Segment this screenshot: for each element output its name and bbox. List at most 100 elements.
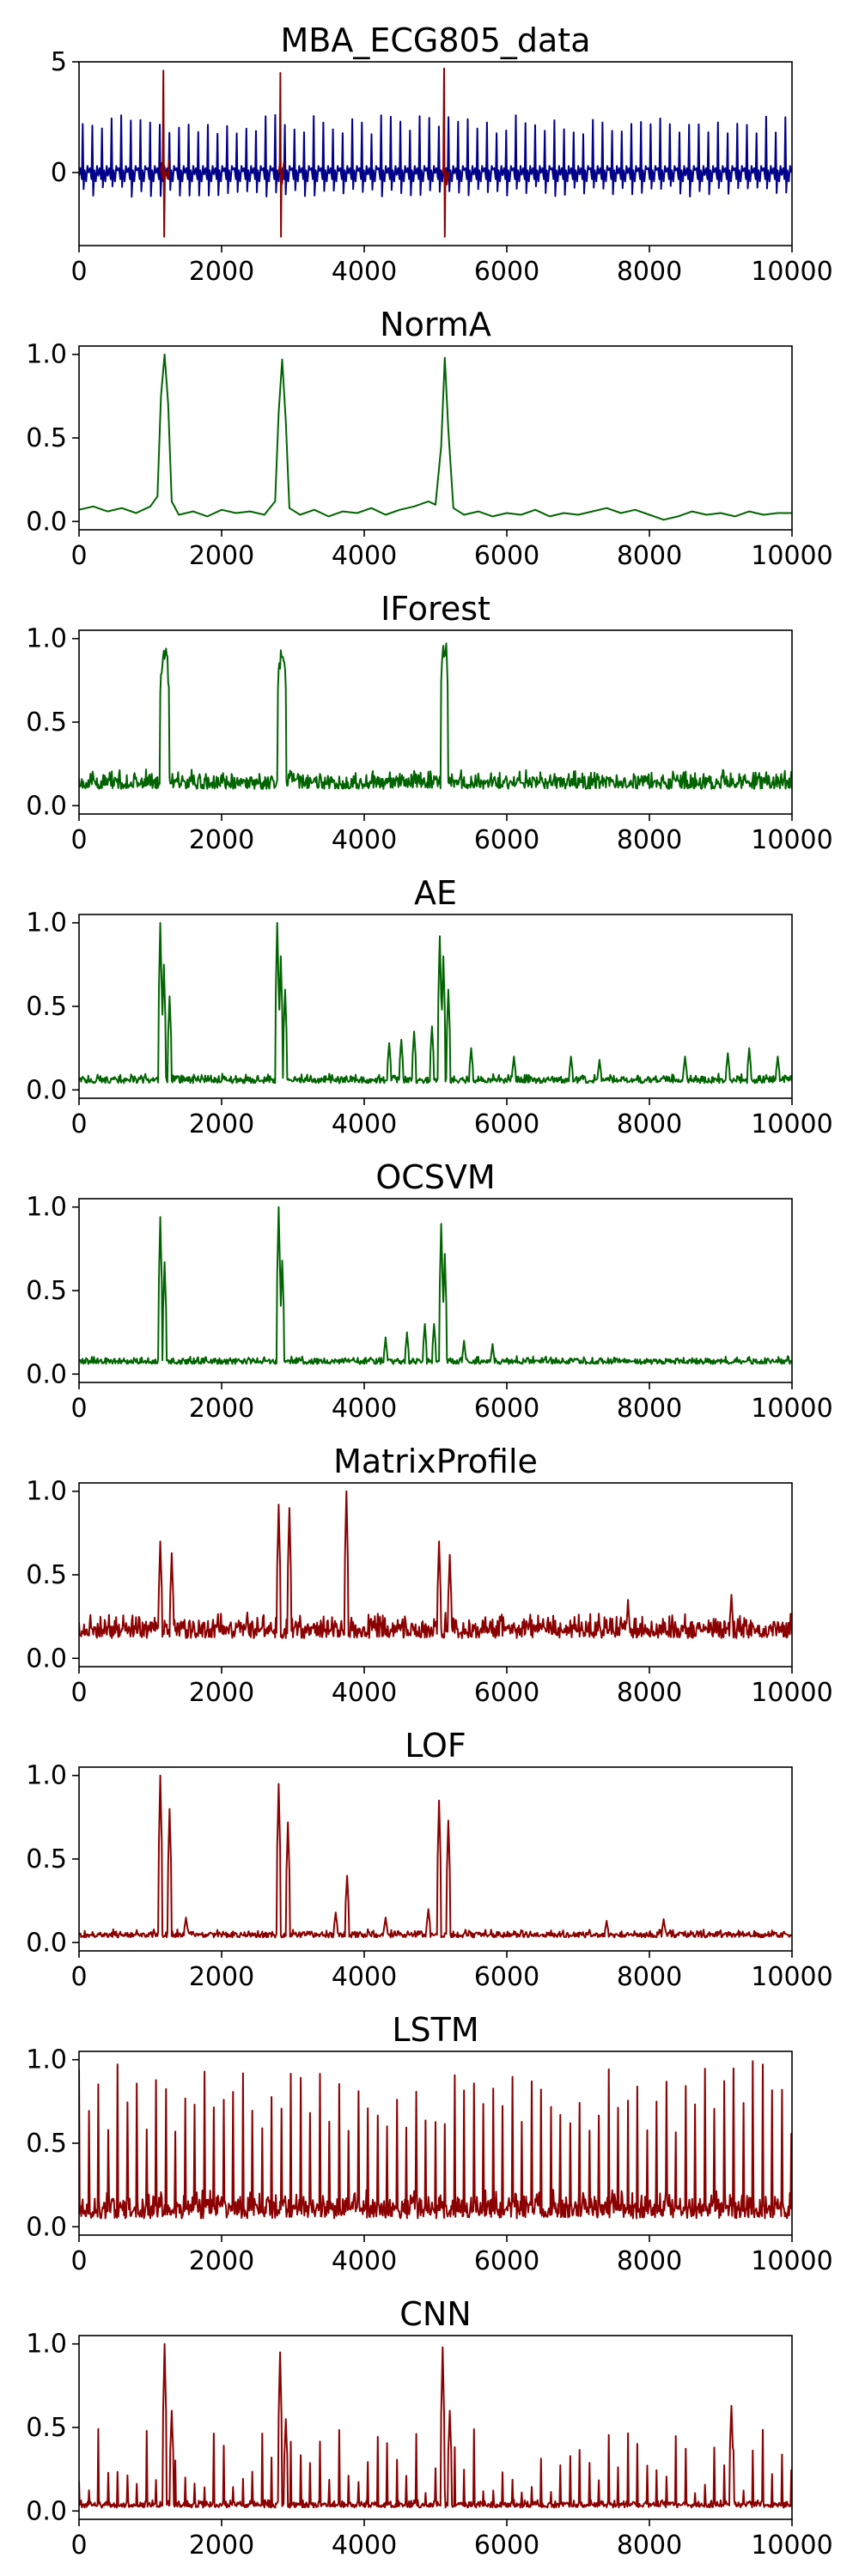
x-tick-label: 10000 — [751, 2530, 832, 2561]
panel-lstm: LSTM 0 2000 4000 6000 8000 10000 1.0 0.5 0.0 — [26, 2011, 832, 2276]
x-tick-label: 0 — [70, 2530, 87, 2561]
x-tick-label: 4000 — [332, 1962, 397, 1992]
y-tick-label: 0.5 — [26, 423, 67, 453]
x-tick-label: 4000 — [332, 825, 397, 855]
x-tick-label: 6000 — [474, 2246, 539, 2276]
y-tick-label: 0.0 — [26, 507, 67, 537]
panel-title: AE — [414, 874, 457, 912]
y-tick-label: 0 — [51, 158, 67, 188]
x-tick-label: 6000 — [474, 541, 539, 571]
y-tick-label: 0.5 — [26, 992, 67, 1022]
score-line — [79, 1774, 792, 1939]
x-tick-label: 6000 — [474, 1962, 539, 1992]
x-tick-label: 10000 — [751, 1678, 832, 1708]
panel-title: CNN — [399, 2295, 471, 2333]
x-tick-label: 4000 — [332, 2246, 397, 2276]
x-tick-label: 4000 — [332, 2530, 397, 2561]
score-line — [79, 353, 792, 521]
x-tick-label: 10000 — [751, 1109, 832, 1139]
y-tick-label: 5 — [51, 47, 67, 77]
panel-title: MatrixProfile — [333, 1443, 538, 1480]
series-group — [79, 353, 792, 521]
series-group — [79, 67, 792, 238]
y-tick-label: 0.0 — [26, 1359, 67, 1389]
x-tick-label: 4000 — [332, 1678, 397, 1708]
series-group — [79, 2060, 792, 2220]
panel-ocsvm: OCSVM 0 2000 4000 6000 8000 10000 1.0 0.5 0.0 — [26, 1158, 832, 1424]
x-tick-label: 8000 — [617, 1109, 682, 1139]
series-group — [79, 921, 792, 1084]
panel-mba-ecg805-data: MBA_ECG805_data 0 2000 4000 6000 8000 10000 5 0 — [51, 21, 833, 287]
y-tick-label: 1.0 — [26, 1477, 67, 1507]
y-tick-label: 0.5 — [26, 1560, 67, 1590]
x-tick-label: 10000 — [751, 257, 832, 287]
x-tick-label: 8000 — [617, 2530, 682, 2561]
panel-norma: NormA 0 2000 4000 6000 8000 10000 1.0 0.5 0.0 — [26, 306, 832, 571]
x-tick-label: 2000 — [189, 541, 254, 571]
x-tick-label: 8000 — [617, 1678, 682, 1708]
series-group — [79, 1490, 792, 1639]
x-tick-label: 0 — [70, 2246, 87, 2276]
panel-matrixprofile: MatrixProfile 0 2000 4000 6000 8000 10000 1.0 0.… — [26, 1443, 832, 1708]
x-tick-label: 2000 — [189, 1109, 254, 1139]
x-tick-label: 10000 — [751, 2246, 832, 2276]
y-tick-label: 0.0 — [26, 2496, 67, 2526]
panel-title: NormA — [380, 306, 491, 343]
anomaly-segment — [160, 70, 170, 238]
panel-title: LSTM — [392, 2011, 478, 2049]
x-tick-label: 2000 — [189, 825, 254, 855]
x-tick-label: 0 — [70, 541, 87, 571]
y-tick-label: 0.0 — [26, 2212, 67, 2242]
x-tick-label: 8000 — [617, 825, 682, 855]
y-tick-label: 0.0 — [26, 1075, 67, 1105]
x-tick-label: 6000 — [474, 257, 539, 287]
score-line — [79, 921, 792, 1084]
x-tick-label: 0 — [70, 257, 87, 287]
series-group — [79, 1206, 792, 1365]
x-tick-label: 4000 — [332, 1394, 397, 1424]
y-tick-label: 0.5 — [26, 1844, 67, 1874]
x-tick-label: 10000 — [751, 541, 832, 571]
x-tick-label: 8000 — [617, 1962, 682, 1992]
x-tick-label: 10000 — [751, 825, 832, 855]
y-tick-label: 1.0 — [26, 340, 67, 370]
score-line — [79, 642, 792, 790]
panel-iforest: IForest 0 2000 4000 6000 8000 10000 1.0 0.5 0.0 — [26, 590, 832, 855]
x-tick-label: 0 — [70, 1109, 87, 1139]
x-tick-label: 6000 — [474, 2530, 539, 2561]
y-tick-label: 0.5 — [26, 708, 67, 738]
x-tick-label: 2000 — [189, 2246, 254, 2276]
x-tick-label: 2000 — [189, 1394, 254, 1424]
x-tick-label: 2000 — [189, 1962, 254, 1992]
y-tick-label: 1.0 — [26, 2045, 67, 2075]
series-group — [79, 642, 792, 790]
score-line — [79, 1206, 792, 1365]
x-tick-label: 8000 — [617, 2246, 682, 2276]
x-tick-label: 0 — [70, 1962, 87, 1992]
ecg-signal-line — [79, 113, 792, 198]
score-line — [79, 2342, 792, 2509]
x-tick-label: 8000 — [617, 1394, 682, 1424]
x-tick-label: 10000 — [751, 1394, 832, 1424]
x-tick-label: 6000 — [474, 1678, 539, 1708]
x-tick-label: 4000 — [332, 541, 397, 571]
x-tick-label: 0 — [70, 1394, 87, 1424]
score-line — [79, 2060, 792, 2220]
x-tick-label: 6000 — [474, 1394, 539, 1424]
panel-title: OCSVM — [375, 1158, 495, 1196]
series-group — [79, 1774, 792, 1939]
y-tick-label: 1.0 — [26, 624, 67, 654]
x-tick-label: 2000 — [189, 1678, 254, 1708]
y-tick-label: 0.0 — [26, 1643, 67, 1674]
x-tick-label: 4000 — [332, 1109, 397, 1139]
plot-frame — [78, 914, 793, 1099]
x-tick-label: 8000 — [617, 257, 682, 287]
x-tick-label: 8000 — [617, 541, 682, 571]
y-tick-label: 1.0 — [26, 2330, 67, 2360]
y-tick-label: 1.0 — [26, 1193, 67, 1223]
panel-title: LOF — [405, 1727, 466, 1765]
y-tick-label: 0.5 — [26, 2129, 67, 2159]
panel-title: IForest — [381, 590, 490, 628]
x-tick-label: 2000 — [189, 2530, 254, 2561]
